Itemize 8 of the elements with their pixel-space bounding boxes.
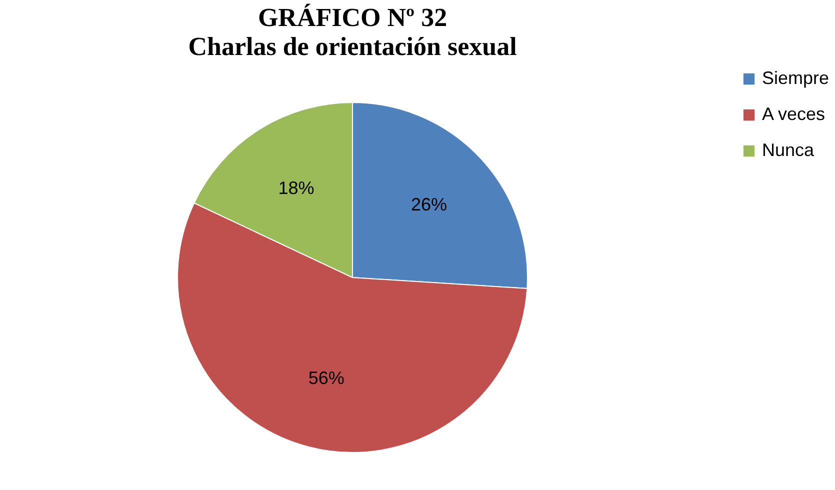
legend-label: Nunca bbox=[762, 140, 816, 160]
chart-title: GRÁFICO Nº 32 bbox=[258, 3, 448, 32]
legend-label: Siempre bbox=[762, 68, 830, 88]
data-label: 56% bbox=[308, 368, 344, 388]
data-label: 18% bbox=[278, 178, 314, 198]
legend-label: A veces bbox=[762, 104, 826, 124]
data-label: 26% bbox=[411, 194, 448, 215]
chart-subtitle: Charlas de orientación sexual bbox=[188, 32, 517, 61]
